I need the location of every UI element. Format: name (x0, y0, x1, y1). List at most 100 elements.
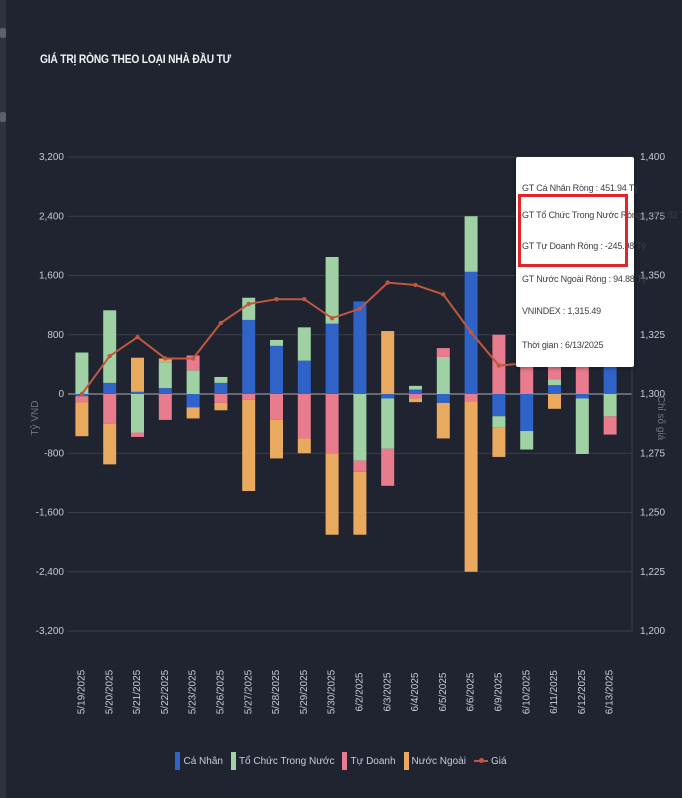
price-point (413, 282, 418, 288)
legend-label: Cá Nhân (183, 755, 223, 767)
legend-item-to_chuc[interactable]: Tổ Chức Trong Nước (230, 752, 335, 770)
legend-item-ca_nhan[interactable]: Cá Nhân (175, 752, 223, 770)
price-point (441, 292, 446, 297)
legend-swatch-icon (342, 752, 348, 770)
y-tick-label: -3,200 (36, 626, 65, 637)
bar-tu_doanh (297, 394, 311, 439)
x-tick-label: 6/3/2025 (382, 672, 393, 711)
bar-tu_doanh (381, 448, 395, 486)
bar-tu_doanh (75, 396, 89, 403)
bar-ca_nhan (548, 385, 561, 394)
bar-tu_doanh (103, 394, 117, 424)
legend-swatch-icon (230, 752, 236, 770)
bar-to_chuc (270, 339, 283, 346)
bar-ca_nhan (603, 360, 617, 394)
bar-ca_nhan (353, 301, 367, 394)
bar-nuoc_ngoai (381, 331, 395, 394)
x-tick-label: 6/10/2025 (521, 669, 532, 714)
bar-ca_nhan (186, 394, 200, 408)
price-point (246, 301, 251, 307)
y-tick-label: -1,600 (36, 508, 65, 519)
y2-tick-label: 1,250 (640, 508, 665, 519)
bar-nuoc_ngoai (214, 402, 228, 411)
bar-tu_doanh (464, 394, 478, 402)
y-tick-label: 0 (58, 389, 64, 400)
price-point (107, 353, 112, 359)
bar-to_chuc (297, 327, 311, 361)
y2-axis-label: Chỉ số giá (655, 396, 667, 441)
legend-item-tu_doanh[interactable]: Tự Doanh (342, 752, 396, 770)
bar-to_chuc (436, 356, 450, 394)
bar-ca_nhan (242, 319, 256, 394)
bar-nuoc_ngoai (131, 357, 144, 392)
x-tick-label: 5/28/2025 (271, 669, 282, 714)
tooltip-vnindex: VNINDEX : 1,315.49 (522, 306, 601, 316)
bar-tu_doanh (325, 394, 339, 454)
bar-ca_nhan (436, 394, 450, 403)
legend-item-nuoc_ngoai[interactable]: Nước Ngoài (403, 752, 466, 770)
bar-to_chuc (158, 362, 172, 389)
y2-tick-label: 1,325 (640, 330, 665, 341)
bar-tu_doanh (409, 394, 422, 399)
bar-nuoc_ngoai (464, 401, 478, 572)
tooltip-ca-nhan: GT Cá Nhân Ròng : 451.94 Tỷ (522, 183, 639, 193)
price-point (385, 280, 390, 285)
bar-tu_doanh (603, 416, 617, 435)
legend-item-gia[interactable]: Giá (473, 755, 507, 767)
bar-to_chuc (75, 352, 89, 394)
y-tick-label: 3,200 (39, 152, 64, 163)
bar-to_chuc (464, 216, 478, 272)
bar-to_chuc (548, 379, 561, 386)
bar-to_chuc (520, 431, 534, 450)
legend-swatch-icon (473, 758, 488, 763)
price-point (135, 334, 140, 340)
price-point (302, 297, 307, 302)
y-axis-label: Tỷ VND (29, 401, 41, 436)
legend-swatch-icon (175, 752, 181, 770)
bar-ca_nhan (492, 394, 506, 417)
bar-nuoc_ngoai (186, 407, 200, 419)
bar-tu_doanh (353, 460, 367, 472)
legend-label: Giá (490, 755, 507, 767)
x-tick-label: 6/5/2025 (438, 672, 449, 711)
bar-to_chuc (492, 416, 506, 428)
price-point (357, 306, 363, 311)
tooltip-time: Thời gian : 6/13/2025 (522, 340, 604, 350)
bar-nuoc_ngoai (353, 471, 367, 535)
chart-title: GIÁ TRỊ RÒNG THEO LOẠI NHÀ ĐẦU TƯ (40, 52, 231, 66)
bar-ca_nhan (409, 389, 422, 394)
bar-to_chuc (353, 394, 367, 461)
x-tick-label: 6/11/2025 (549, 670, 560, 714)
y2-tick-label: 1,200 (640, 626, 665, 637)
bar-tu_doanh (270, 394, 283, 420)
bar-to_chuc (409, 385, 422, 390)
bar-ca_nhan (575, 394, 589, 399)
price-point (468, 330, 474, 335)
tooltip-to-chuc: GT Tổ Chức Trong Nước Ròng : -301.82 Tỷ (522, 210, 682, 220)
bar-nuoc_ngoai (103, 423, 117, 465)
legend-label: Tự Doanh (350, 755, 396, 767)
bar-ca_nhan (158, 388, 172, 394)
bar-nuoc_ngoai (436, 402, 450, 439)
chart-tooltip: GT Cá Nhân Ròng : 451.94 Tỷ GT Tổ Chức T… (516, 157, 682, 367)
x-tick-label: 5/22/2025 (160, 669, 171, 714)
price-point (163, 356, 168, 361)
price-point (79, 391, 85, 397)
x-tick-label: 6/2/2025 (355, 672, 366, 711)
bar-to_chuc (103, 310, 117, 383)
y-tick-label: 800 (47, 330, 64, 341)
bar-ca_nhan (297, 360, 311, 394)
tooltip-highlight-box (518, 194, 628, 267)
tooltip-nuoc-ngoai: GT Nước Ngoài Ròng : 94.88 Tỷ (522, 274, 647, 284)
x-tick-label: 6/12/2025 (577, 669, 588, 714)
legend-label: Tổ Chức Trong Nước (238, 755, 335, 767)
x-tick-label: 5/30/2025 (327, 669, 338, 714)
price-point (274, 297, 279, 302)
bar-to_chuc (381, 398, 395, 449)
y2-tick-label: 1,350 (640, 271, 665, 282)
x-tick-label: 5/19/2025 (77, 669, 88, 714)
bar-nuoc_ngoai (548, 394, 561, 409)
bar-nuoc_ngoai (492, 427, 506, 457)
bar-to_chuc (214, 376, 228, 383)
